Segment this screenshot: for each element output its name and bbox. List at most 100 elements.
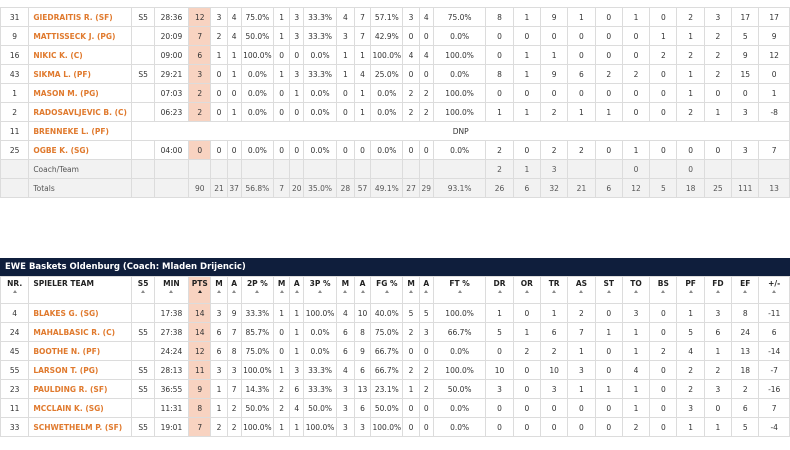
column-header[interactable]: DR [485,276,514,304]
stat-cell: 4 [335,7,355,27]
sort-icon[interactable] [606,290,611,293]
player-name[interactable]: MATTISSECK J. (PG) [28,26,133,46]
sort-icon[interactable] [497,290,502,293]
column-header[interactable]: M [335,276,355,304]
column-header[interactable]: ST [594,276,623,304]
sort-icon[interactable] [232,290,237,293]
column-header[interactable]: A [353,276,372,304]
stat-cell: S5 [131,7,155,27]
column-header[interactable]: M [210,276,228,304]
stat-cell: 93.1% [432,178,487,198]
stat-cell: 1 [539,303,569,323]
player-name[interactable]: OGBE K. (SG) [28,140,133,160]
player-name[interactable]: MAHALBASIC R. (C) [28,322,133,342]
column-header[interactable]: EF [731,276,760,304]
sort-icon[interactable] [552,290,557,293]
stat-cell: 6 [289,379,305,399]
column-header[interactable]: M [273,276,291,304]
sort-icon[interactable] [409,290,414,293]
player-name[interactable]: NIKIC K. (C) [28,45,133,65]
sort-icon[interactable] [743,290,748,293]
player-name[interactable]: BOOTHE N. (PF) [28,341,133,361]
column-header[interactable]: FT % [432,276,487,304]
column-header[interactable]: A [289,276,305,304]
sort-icon[interactable] [294,290,299,293]
stat-cell: 7 [273,178,291,198]
player-name[interactable]: PAULDING R. (SF) [28,379,133,399]
stat-cell: 6 [335,322,355,342]
sort-icon[interactable] [169,290,174,293]
sort-icon[interactable] [688,290,693,293]
stat-cell: 0 [289,45,305,65]
header-label: A [231,279,238,288]
stat-cell: 2 [676,7,705,27]
column-header[interactable]: PF [676,276,705,304]
player-name[interactable]: GIEDRAITIS R. (SF) [28,7,133,27]
stat-cell: 75.0% [240,341,275,361]
sort-icon[interactable] [216,290,221,293]
sort-icon[interactable] [715,290,720,293]
column-header[interactable]: 2P % [240,276,275,304]
stat-cell: 1 [567,102,596,122]
column-header[interactable]: A [418,276,434,304]
stat-cell: 0 [649,303,678,323]
stat-cell: 0 [539,26,569,46]
player-row: 9 MATTISSECK J. (PG) 20:09 7 2 4 50.0% 1 3 33.3% 3… [0,26,790,46]
stat-cell: 2 [402,322,420,342]
stat-cell: 8 [353,322,372,342]
column-header[interactable]: MIN [153,276,190,304]
column-header[interactable]: FG % [370,276,404,304]
column-header[interactable]: SPIELER TEAM [28,276,133,304]
sort-icon[interactable] [772,290,777,293]
sort-icon[interactable] [661,290,666,293]
stat-cell: 1 [676,303,705,323]
player-name[interactable]: MCCLAIN K. (SG) [28,398,133,418]
column-header[interactable]: PTS [188,276,212,304]
sort-icon[interactable] [424,290,429,293]
stat-cell: 0 [418,417,434,437]
sort-icon[interactable] [279,290,284,293]
sort-icon[interactable] [524,290,529,293]
stat-cell: 28 [335,178,355,198]
column-header[interactable]: FD [703,276,733,304]
sort-icon[interactable] [197,290,202,293]
player-name[interactable]: SCHWETHELM P. (SF) [28,417,133,437]
player-name[interactable]: BLAKES G. (SG) [28,303,133,323]
column-header[interactable]: TO [621,276,651,304]
sort-icon[interactable] [255,290,260,293]
sort-icon[interactable] [343,290,348,293]
stat-cell: 100.0% [370,45,404,65]
sort-icon[interactable] [12,290,17,293]
column-header[interactable]: TR [539,276,569,304]
column-header[interactable]: +/- [758,276,790,304]
stat-cell: 6 [758,322,790,342]
sort-icon[interactable] [579,290,584,293]
column-header[interactable]: 3P % [303,276,337,304]
column-header[interactable]: NR. [0,276,30,304]
stat-cell: 45 [0,341,30,361]
sort-icon[interactable] [360,290,365,293]
stat-cell: 35.0% [303,178,337,198]
sort-icon[interactable] [634,290,639,293]
stat-cell [370,159,404,179]
sort-icon[interactable] [457,290,462,293]
column-header[interactable]: S5 [131,276,155,304]
column-header[interactable]: M [402,276,420,304]
sort-icon[interactable] [318,290,323,293]
player-name[interactable]: LARSON T. (PG) [28,360,133,380]
column-header[interactable]: A [226,276,242,304]
player-name[interactable]: MASON M. (PG) [28,83,133,103]
column-header[interactable]: OR [512,276,542,304]
sort-icon[interactable] [141,290,146,293]
sort-icon[interactable] [384,290,389,293]
column-header[interactable]: BS [649,276,678,304]
player-row: 23 PAULDING R. (SF) S5 36:55 9 1 7 14.3% 2 6 33.3%… [0,379,790,399]
stat-cell: 0.0% [432,341,487,361]
column-header[interactable]: AS [567,276,596,304]
player-name[interactable]: SIKMA L. (PF) [28,64,133,84]
player-name[interactable]: RADOSAVLJEVIC B. (C) [28,102,133,122]
header-label: S5 [137,279,149,288]
player-name[interactable]: BRENNEKE L. (PF) [28,121,133,141]
header-label: TO [630,279,642,288]
stat-cell: 16 [0,45,30,65]
